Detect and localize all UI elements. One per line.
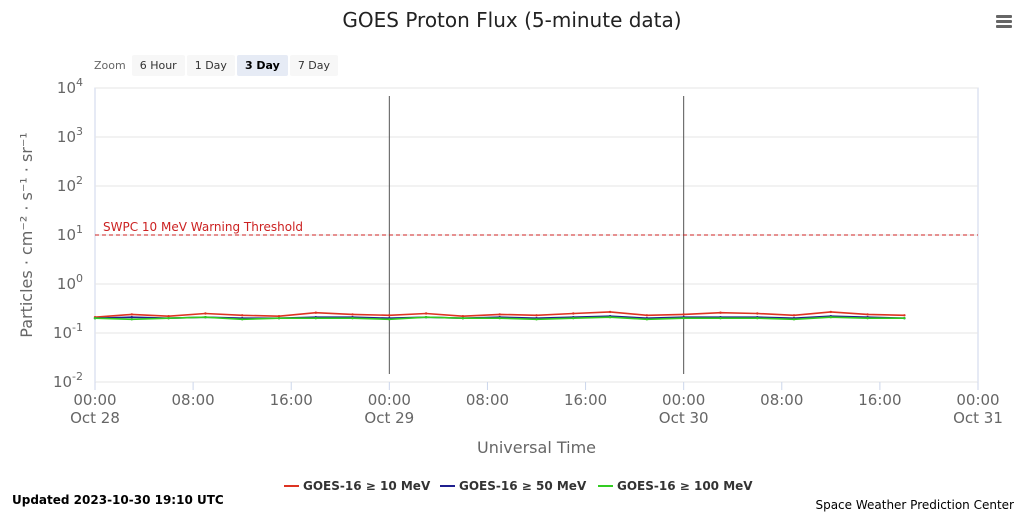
- data-point: [682, 313, 685, 316]
- x-tick-time-label: 08:00: [760, 391, 803, 409]
- data-point: [792, 318, 796, 321]
- data-point: [130, 316, 133, 319]
- x-tick-time-label: 08:00: [171, 391, 214, 409]
- threshold-label: SWPC 10 MeV Warning Threshold: [103, 220, 303, 234]
- credit-text: Space Weather Prediction Center: [815, 498, 1014, 512]
- chart-legend: GOES-16 ≥ 10 MeV GOES-16 ≥ 50 MeV GOES-16 …: [284, 479, 753, 493]
- data-point: [241, 318, 244, 321]
- data-point: [792, 314, 796, 317]
- data-point: [535, 318, 538, 321]
- data-point: [608, 310, 612, 314]
- data-point: [572, 312, 575, 315]
- data-point: [277, 317, 281, 320]
- y-tick-label: 10-1: [53, 321, 83, 342]
- legend-label: GOES-16 ≥ 10 MeV: [303, 479, 431, 493]
- data-point: [167, 315, 170, 318]
- y-tick-label: 10-2: [53, 370, 83, 391]
- data-point: [351, 313, 354, 316]
- x-tick-time-label: 16:00: [858, 391, 901, 409]
- legend-label: GOES-16 ≥ 50 MeV: [459, 479, 587, 493]
- data-point: [204, 312, 207, 315]
- data-point: [461, 317, 465, 320]
- data-point: [93, 317, 97, 320]
- chart-grid: [94, 87, 979, 390]
- warning-threshold: SWPC 10 MeV Warning Threshold: [95, 220, 978, 236]
- data-point: [130, 313, 133, 316]
- zoom-label: Zoom: [94, 58, 126, 72]
- data-point: [277, 315, 281, 318]
- data-point: [719, 311, 722, 314]
- legend-item-2[interactable]: GOES-16 ≥ 100 MeV: [598, 479, 753, 493]
- data-point: [388, 314, 391, 317]
- data-point: [461, 315, 465, 318]
- x-axis-title: Universal Time: [477, 438, 596, 457]
- x-tick-date-label: Oct 28: [70, 409, 120, 427]
- data-point: [645, 314, 649, 317]
- legend-item-0[interactable]: GOES-16 ≥ 10 MeV: [284, 479, 431, 493]
- x-tick-time-label: 00:00: [956, 391, 999, 409]
- data-point: [535, 314, 538, 317]
- data-point: [314, 317, 317, 320]
- series-points-0: [93, 310, 906, 319]
- series-lines: [93, 310, 906, 321]
- y-tick-label: 102: [57, 174, 83, 195]
- chart-menu-button[interactable]: [994, 12, 1014, 30]
- x-tick-date-label: Oct 29: [364, 409, 414, 427]
- data-point: [829, 316, 832, 319]
- y-tick-label: 101: [57, 223, 83, 244]
- data-point: [866, 313, 869, 316]
- x-tick-date-label: Oct 31: [953, 409, 1003, 427]
- data-point: [130, 318, 133, 321]
- data-point: [241, 314, 244, 317]
- x-tick-time-label: 16:00: [564, 391, 607, 409]
- x-tick-time-label: 16:00: [270, 391, 313, 409]
- legend-label: GOES-16 ≥ 100 MeV: [617, 479, 753, 493]
- data-point: [682, 317, 685, 320]
- data-point: [829, 310, 832, 314]
- zoom-7-day-button[interactable]: 7 Day: [289, 54, 339, 76]
- zoom-selector: Zoom 6 Hour 1 Day 3 Day 7 Day: [94, 54, 340, 76]
- y-axis-ticks: 10-2 10-1 100 101 102 103 104: [53, 76, 83, 391]
- data-point: [608, 316, 612, 319]
- x-tick-date-label: Oct 30: [659, 409, 709, 427]
- data-point: [351, 317, 354, 320]
- zoom-3-day-button[interactable]: 3 Day: [236, 54, 288, 76]
- data-point: [903, 314, 906, 317]
- x-tick-time-label: 08:00: [466, 391, 509, 409]
- data-point: [903, 317, 906, 320]
- data-point: [756, 317, 759, 320]
- data-point: [204, 316, 207, 319]
- x-tick-time-label: 00:00: [73, 391, 116, 409]
- data-point: [424, 316, 428, 319]
- y-tick-label: 103: [57, 125, 83, 146]
- hamburger-icon: [996, 15, 1012, 18]
- data-point: [314, 311, 317, 314]
- data-point: [167, 317, 170, 320]
- series-points-2: [93, 316, 906, 321]
- data-point: [756, 312, 759, 315]
- data-point: [388, 318, 391, 321]
- updated-timestamp: Updated 2023-10-30 19:10 UTC: [12, 493, 224, 507]
- data-point: [498, 317, 501, 320]
- data-point: [866, 317, 869, 320]
- zoom-6-hour-button[interactable]: 6 Hour: [131, 54, 185, 76]
- zoom-1-day-button[interactable]: 1 Day: [186, 54, 235, 76]
- y-tick-label: 100: [57, 272, 83, 293]
- data-point: [719, 317, 722, 320]
- hamburger-icon: [996, 25, 1012, 28]
- x-tick-time-label: 00:00: [662, 391, 705, 409]
- x-tick-time-label: 00:00: [368, 391, 411, 409]
- hamburger-icon: [996, 20, 1012, 23]
- chart-title: GOES Proton Flux (5-minute data): [342, 8, 682, 32]
- legend-item-1[interactable]: GOES-16 ≥ 50 MeV: [440, 479, 587, 493]
- data-point: [645, 318, 649, 321]
- y-tick-label: 104: [57, 76, 83, 97]
- data-point: [424, 312, 428, 315]
- y-axis-title: Particles · cm⁻² · s⁻¹ · sr⁻¹: [17, 132, 36, 337]
- data-point: [498, 313, 501, 316]
- data-point: [572, 317, 575, 320]
